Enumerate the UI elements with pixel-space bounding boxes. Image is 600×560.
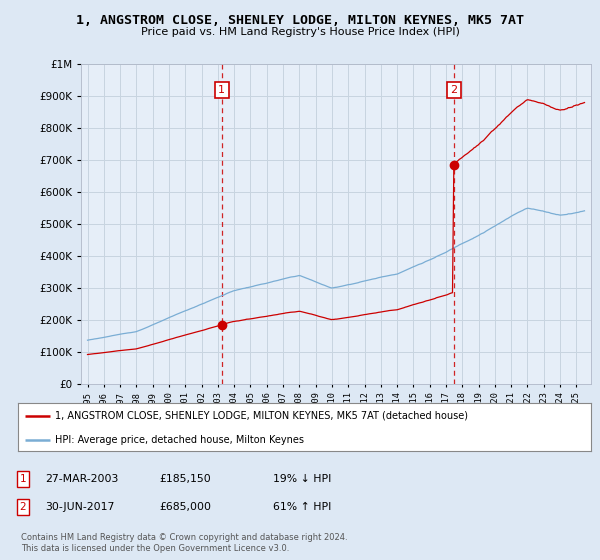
Text: HPI: Average price, detached house, Milton Keynes: HPI: Average price, detached house, Milt… [55,435,304,445]
Text: Price paid vs. HM Land Registry's House Price Index (HPI): Price paid vs. HM Land Registry's House … [140,27,460,37]
Text: 1: 1 [19,474,26,484]
Text: 30-JUN-2017: 30-JUN-2017 [45,502,115,512]
Text: 2: 2 [19,502,26,512]
Text: 1: 1 [218,85,225,95]
Text: 2: 2 [451,85,458,95]
Text: 19% ↓ HPI: 19% ↓ HPI [273,474,331,484]
Text: 61% ↑ HPI: 61% ↑ HPI [273,502,331,512]
Text: 27-MAR-2003: 27-MAR-2003 [45,474,118,484]
Text: Contains HM Land Registry data © Crown copyright and database right 2024.
This d: Contains HM Land Registry data © Crown c… [21,533,347,553]
Text: £685,000: £685,000 [159,502,211,512]
Text: 1, ANGSTROM CLOSE, SHENLEY LODGE, MILTON KEYNES, MK5 7AT (detached house): 1, ANGSTROM CLOSE, SHENLEY LODGE, MILTON… [55,410,468,421]
Text: £185,150: £185,150 [159,474,211,484]
Text: 1, ANGSTROM CLOSE, SHENLEY LODGE, MILTON KEYNES, MK5 7AT: 1, ANGSTROM CLOSE, SHENLEY LODGE, MILTON… [76,14,524,27]
